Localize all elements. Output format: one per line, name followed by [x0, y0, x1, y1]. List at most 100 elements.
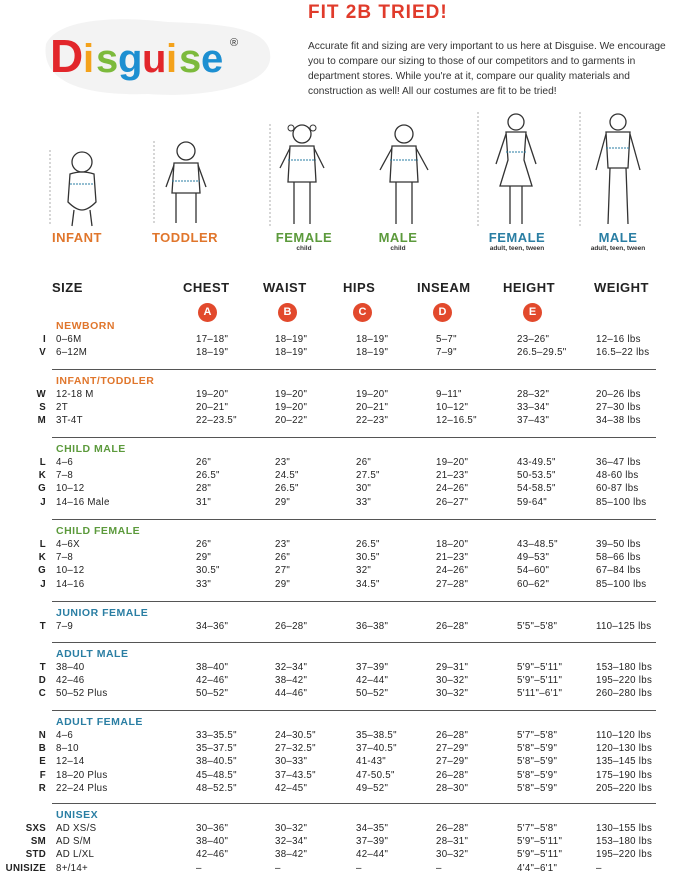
figure-label-toddler: TODDLER	[151, 230, 219, 245]
cell-height: 54–60"	[517, 565, 550, 577]
section-title: CHILD FEMALE	[56, 525, 141, 537]
section-title: ADULT FEMALE	[56, 716, 143, 728]
col-header-weight: WEIGHT	[594, 280, 649, 295]
cell-weight: 120–130 lbs	[596, 743, 653, 755]
cell-weight: 85–100 lbs	[596, 578, 647, 590]
cell-waist: 38–42"	[275, 849, 308, 861]
cell-inseam: 10–12"	[436, 402, 469, 414]
cell-height: 54-58.5"	[517, 483, 556, 495]
cell-size: 7–8	[56, 470, 74, 482]
cell-height: 5'9"–5'11"	[517, 836, 563, 848]
cell-hips: 37–39"	[356, 836, 389, 848]
cell-waist: 37–43.5"	[275, 769, 316, 781]
col-header-hips: HIPS	[343, 280, 376, 295]
cell-height: 5'8"–5'9"	[517, 756, 558, 768]
svg-text:s: s	[179, 37, 201, 81]
figure-label-child-female: FEMALE	[275, 230, 333, 245]
cell-waist: 26"	[275, 552, 291, 564]
table-row: SXS AD XS/S 30–36" 30–32" 34–35" 26–28" 5'7"–5…	[0, 823, 679, 836]
svg-text:s: s	[96, 37, 118, 81]
cell-hips: 37–40.5"	[356, 743, 397, 755]
cell-size: 14–16	[56, 578, 85, 590]
cell-waist: 18–19"	[275, 347, 308, 359]
cell-inseam: 26–27"	[436, 496, 469, 508]
cell-weight: 39–50 lbs	[596, 539, 641, 550]
table-row: UNISIZE 8+/14+ – – – – 4'4"–6'1" –	[0, 863, 679, 876]
cell-size: 3T-4T	[56, 415, 83, 427]
section-title: NEWBORN	[56, 320, 115, 332]
cell-inseam: 21–23"	[436, 552, 469, 564]
table-row: SM AD S/M 38–40" 32–34" 37–39" 28–31" 5'9"–5'1…	[0, 836, 679, 849]
cell-weight: 205–220 lbs	[596, 782, 653, 794]
svg-text:e: e	[201, 37, 223, 81]
cell-height: 5'9"–5'11"	[517, 662, 563, 673]
cell-height: 50-53.5"	[517, 470, 556, 482]
figure-label-adult-female: FEMALE	[488, 230, 546, 245]
cell-size: 10–12	[56, 483, 85, 495]
badge-waist-b: B	[278, 303, 297, 322]
cell-height: 5'9"–5'11"	[517, 675, 563, 687]
section-title: CHILD MALE	[56, 443, 126, 455]
cell-chest: 19–20"	[196, 389, 229, 400]
cell-inseam: 18–20"	[436, 539, 469, 550]
cell-height: 33–34"	[517, 402, 550, 414]
cell-size: 12–14	[56, 756, 85, 768]
cell-height: 5'7"–5'8"	[517, 730, 558, 741]
cell-code: N	[38, 730, 46, 741]
cell-waist: 26.5"	[275, 483, 299, 495]
cell-height: 5'5"–5'8"	[517, 621, 558, 632]
cell-waist: 27–32.5"	[275, 743, 316, 755]
table-row: W 12-18 M 19–20" 19–20" 19–20" 9–11" 28–32" 20–…	[0, 389, 679, 402]
table-row: V 6–12M 18–19" 18–19" 18–19" 7–9" 26.5–29.5" 16…	[0, 347, 679, 360]
cell-inseam: 24–26"	[436, 483, 469, 495]
figure-label-infant: INFANT	[52, 230, 102, 245]
cell-weight: 175–190 lbs	[596, 769, 653, 781]
cell-code: C	[38, 688, 46, 700]
cell-hips: –	[356, 862, 362, 874]
cell-height: 26.5–29.5"	[517, 347, 567, 359]
section-title: INFANT/TODDLER	[56, 375, 155, 387]
cell-weight: 110–125 lbs	[596, 621, 652, 632]
cell-chest: 18–19"	[196, 347, 229, 359]
cell-chest: 22–23.5"	[196, 415, 237, 427]
cell-size: 0–6M	[56, 334, 82, 345]
cell-size: 42–46	[56, 675, 85, 687]
cell-chest: 26"	[196, 539, 212, 550]
cell-height: 5'8"–5'9"	[517, 769, 558, 781]
cell-weight: 67–84 lbs	[596, 565, 641, 577]
svg-text:D: D	[50, 30, 83, 82]
cell-height: 37–43"	[517, 415, 550, 427]
cell-inseam: 27–29"	[436, 756, 469, 768]
section-divider	[52, 369, 656, 370]
cell-waist: 29"	[275, 578, 291, 590]
section-title: JUNIOR FEMALE	[56, 607, 149, 619]
cell-weight: 58–66 lbs	[596, 552, 641, 564]
cell-waist: 38–42"	[275, 675, 308, 687]
cell-hips: 47-50.5"	[356, 769, 395, 781]
cell-code: J	[40, 578, 46, 590]
cell-code: L	[39, 457, 46, 468]
cell-hips: 41-43"	[356, 756, 387, 768]
cell-code: SM	[30, 836, 46, 848]
cell-hips: 18–19"	[356, 347, 389, 359]
cell-waist: 24–30.5"	[275, 730, 316, 741]
figure-label-adult-male: MALE	[598, 230, 638, 245]
col-header-height: HEIGHT	[503, 280, 556, 295]
cell-size: 4–6	[56, 730, 74, 741]
table-row: J 14–16 Male 31" 29" 33" 26–27" 59-64" 85–100 l…	[0, 497, 679, 510]
cell-code: L	[39, 539, 46, 550]
cell-weight: 48-60 lbs	[596, 470, 639, 482]
cell-inseam: 12–16.5"	[436, 415, 477, 427]
cell-weight: 195–220 lbs	[596, 849, 653, 861]
cell-chest: 48–52.5"	[196, 782, 237, 794]
cell-inseam: 28–30"	[436, 782, 469, 794]
cell-code: B	[38, 743, 46, 755]
cell-chest: 38–40"	[196, 836, 229, 848]
cell-waist: 44–46"	[275, 688, 308, 700]
table-row: R 22–24 Plus 48–52.5" 42–45" 49–52" 28–30" 5'8…	[0, 783, 679, 796]
cell-chest: 34–36"	[196, 621, 229, 632]
cell-code: V	[39, 347, 46, 359]
table-row: J 14–16 33" 29" 34.5" 27–28" 60–62" 85–100 lbs	[0, 579, 679, 592]
table-row: N 4–6 33–35.5" 24–30.5" 35–38.5" 26–28" 5'7"–5…	[0, 730, 679, 743]
table-row: I 0–6M 17–18" 18–19" 18–19" 5–7" 23–26" 12–16 l…	[0, 334, 679, 347]
